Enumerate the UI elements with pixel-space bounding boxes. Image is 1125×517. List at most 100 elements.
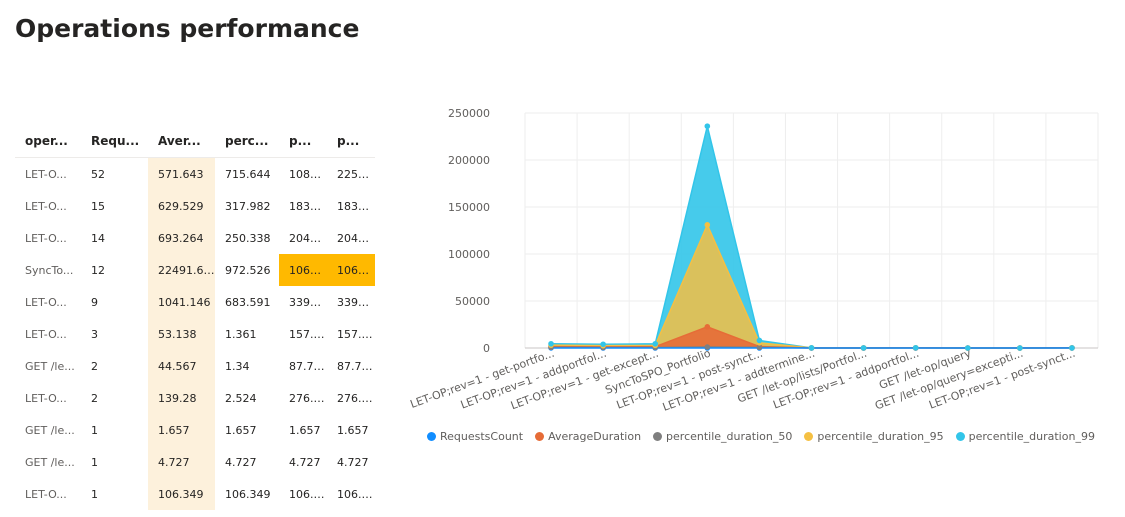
cell-percentile-95: 276.03 [289,391,327,405]
cell-requests: 12 [91,263,105,277]
cell-percentile-99: 157.07 [337,327,375,341]
legend-item[interactable]: percentile_duration_95 [804,430,944,443]
point-percentile_duration_99[interactable] [652,340,659,347]
table-row[interactable]: GET /le... 2 44.567 1.34 87.795 87.795 [15,350,375,382]
page-title: Operations performance [15,14,360,43]
legend-label: percentile_duration_95 [817,430,944,443]
column-header-operation[interactable]: oper... [15,125,81,158]
legend-marker-icon [955,432,965,441]
cell-operation: LET-O... [25,327,67,341]
cell-average: 571.643 [148,157,215,190]
table-row[interactable]: LET-O... 2 139.28 2.524 276.03 276.03 [15,382,375,414]
cell-percentile-99: 4.727 [337,455,369,469]
cell-average: 106.349 [148,478,215,510]
legend-label: percentile_duration_99 [968,430,1095,443]
cell-average: 22491.672 [148,254,215,286]
cell-operation: LET-O... [25,199,67,213]
cell-percentile-50: 250.338 [225,231,271,245]
cell-operation: LET-O... [25,295,67,309]
cell-percentile-50: 1.657 [225,423,257,437]
table-header-row: oper... Requ... Aver... perc... p... p..… [15,125,375,158]
table-row[interactable]: LET-O... 15 629.529 317.982 1832.9 1832.9 [15,190,375,222]
cell-percentile-95: 4.727 [289,455,321,469]
table-row[interactable]: LET-O... 14 693.264 250.338 2047.9 2047.9 [15,222,375,254]
area-AverageDuration [551,326,1072,348]
legend-item[interactable]: percentile_duration_50 [653,430,792,443]
y-tick-label: 0 [483,342,490,355]
cell-requests: 1 [91,423,98,437]
point-percentile_duration_95[interactable] [704,222,711,228]
point-percentile_duration_99[interactable] [1069,345,1075,351]
cell-percentile-99: 2047.9 [337,231,375,245]
cell-requests: 1 [91,487,98,501]
area-percentile_duration_95 [551,224,1072,348]
legend-item[interactable]: AverageDuration [535,430,641,443]
legend-label: AverageDuration [548,430,642,443]
cell-percentile-95: 106.34 [289,487,327,501]
cell-operation: GET /le... [25,359,75,373]
cell-percentile-99: 1.657 [337,423,369,437]
cell-average: 53.138 [148,318,215,350]
column-header-percentile-99[interactable]: p... [327,125,375,158]
legend-marker-icon [653,432,663,441]
cell-requests: 3 [91,327,98,341]
area-chart: 050000100000150000200000250000LET-OP;rev… [409,107,1099,414]
point-percentile_duration_99[interactable] [860,345,867,351]
cell-average: 629.529 [148,190,215,222]
table-row[interactable]: LET-O... 1 106.349 106.349 106.34 106.34 [15,478,375,510]
table-row[interactable]: GET /le... 1 1.657 1.657 1.657 1.657 [15,414,375,446]
cell-requests: 15 [91,199,105,213]
cell-requests: 2 [91,391,98,405]
cell-average: 1.657 [148,414,215,446]
cell-average: 4.727 [148,446,215,478]
column-header-percentile-95[interactable]: p... [279,125,327,158]
point-percentile_duration_99[interactable] [1017,345,1023,351]
cell-operation: GET /le... [25,423,75,437]
point-percentile_duration_99[interactable] [704,123,711,129]
legend-item[interactable]: RequestsCount [427,430,523,443]
point-percentile_duration_50[interactable] [756,344,763,351]
table-row[interactable]: SyncTo... 12 22491.672 972.526 10628(10628( [15,254,375,286]
cell-average: 693.264 [148,222,215,254]
point-percentile_duration_99[interactable] [756,337,763,344]
cell-percentile-50: 1.34 [225,359,250,373]
cell-percentile-99: 2259.5 [337,167,375,181]
cell-requests: 1 [91,455,98,469]
cell-requests: 14 [91,231,105,245]
column-header-average[interactable]: Aver... [148,125,215,158]
legend-label: percentile_duration_50 [666,430,793,443]
point-percentile_duration_99[interactable] [548,340,554,347]
point-AverageDuration[interactable] [704,324,711,330]
cell-percentile-99: 87.795 [337,359,375,373]
point-percentile_duration_50[interactable] [704,344,711,350]
cell-percentile-95: 87.795 [289,359,327,373]
cell-percentile-99: 1832.9 [337,199,375,213]
cell-percentile-95: 1.657 [289,423,321,437]
cell-percentile-50: 715.644 [225,167,271,181]
cell-percentile-95: 157.07 [289,327,327,341]
point-percentile_duration_99[interactable] [600,341,606,348]
point-percentile_duration_99[interactable] [912,344,919,351]
cell-percentile-99: 276.03 [337,391,375,405]
y-tick-label: 50000 [455,295,490,308]
cell-percentile-99: 106.34 [337,487,375,501]
cell-percentile-95: 2047.9 [289,231,327,245]
table-row[interactable]: LET-O... 52 571.643 715.644 1082.9 2259.5 [15,157,375,190]
point-percentile_duration_99[interactable] [808,345,815,351]
legend-item[interactable]: percentile_duration_99 [955,430,1095,443]
table-row[interactable]: LET-O... 3 53.138 1.361 157.07 157.07 [15,318,375,350]
table-row[interactable]: LET-O... 9 1041.146 683.591 3395.4 3395.4 [15,286,375,318]
cell-percentile-50: 1.361 [225,327,257,341]
column-header-percentile-50[interactable]: perc... [215,125,279,158]
legend-marker-icon [427,432,436,441]
point-percentile_duration_99[interactable] [964,345,971,351]
cell-operation: SyncTo... [25,263,74,277]
cell-percentile-50: 317.982 [225,199,271,213]
cell-percentile-50: 683.591 [225,295,271,309]
cell-requests: 9 [91,295,98,309]
cell-operation: LET-O... [25,231,67,245]
cell-operation: GET /le... [25,455,75,469]
cell-percentile-50: 4.727 [225,455,257,469]
table-row[interactable]: GET /le... 1 4.727 4.727 4.727 4.727 [15,446,375,478]
column-header-requests[interactable]: Requ... [81,125,148,158]
